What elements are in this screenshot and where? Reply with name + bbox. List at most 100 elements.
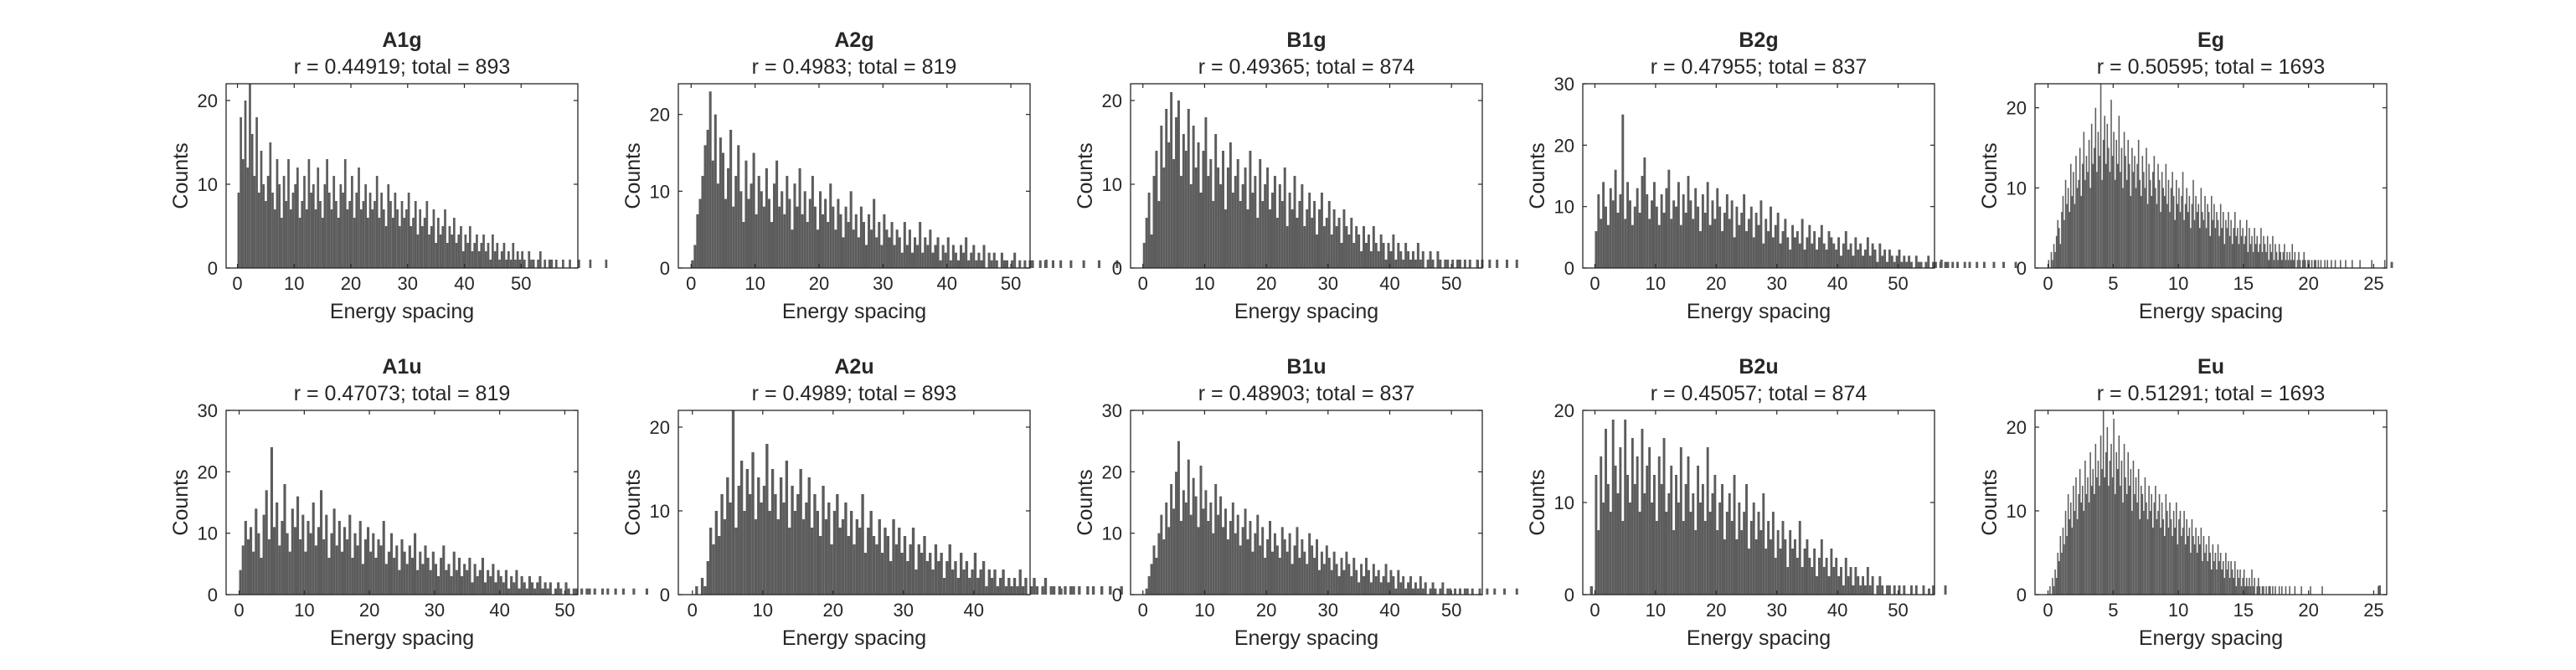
histogram-bar [956,260,960,268]
axes-frame [677,410,1031,595]
x-tick-label: 50 [1441,600,1461,621]
histogram-bar [1269,521,1271,595]
histogram-bar [451,234,453,268]
x-axis-label: Energy spacing [1234,300,1378,323]
histogram-bar [307,159,311,268]
histogram-bar [954,252,957,268]
histogram-bar [1801,219,1804,268]
histogram-bar [2094,444,2097,595]
histogram-bar [537,260,539,268]
histogram-bar [550,260,554,268]
histogram-bar [505,260,507,268]
histogram-bar [2258,578,2259,595]
histogram-bar [2176,502,2177,595]
histogram-bar [452,218,456,268]
histogram-bar [2110,100,2112,268]
histogram-bar [941,245,945,268]
y-tick-label: 20 [198,461,218,482]
histogram-bar [1325,218,1328,268]
histogram-bar [720,494,724,595]
histogram-bar [1881,255,1884,268]
histogram-bar [2079,469,2081,595]
histogram-bar [2097,131,2099,268]
histogram-bar [340,551,343,595]
histogram-bar [2254,228,2255,268]
histogram-bar [1278,558,1281,595]
histogram-bar [1217,168,1220,268]
histogram-bar [754,519,758,595]
histogram-bar [2158,179,2161,268]
histogram-bar [2212,219,2214,268]
histogram-bar [779,477,783,595]
histogram-bar [2113,131,2115,268]
histogram-bar [2237,570,2239,595]
histogram-bar [1844,231,1847,268]
histogram-bar [1898,585,1901,595]
histogram-bar [466,570,469,595]
histogram-bar [323,184,327,268]
histogram-bar [1614,466,1617,595]
histogram-bar [2096,477,2098,595]
histogram-bar [2066,536,2068,595]
histogram-bar [2259,244,2261,268]
histogram-bar [2294,586,2296,595]
histogram-bar [1811,243,1814,268]
histogram-bar [824,519,828,595]
histogram-bar [890,222,894,268]
histogram-bar [2161,172,2163,268]
histogram-bar [2273,260,2275,268]
histogram-bar [1653,182,1656,268]
histogram-bar [2321,586,2323,595]
histogram-bar [2259,586,2261,595]
histogram-bar [484,251,487,268]
histogram-bar [1347,564,1351,595]
histogram-bar [2228,212,2229,268]
histogram-bar [528,251,531,268]
histogram-bar [2069,212,2070,268]
histogram-bar [1308,533,1311,595]
histogram-bar [1256,514,1260,595]
histogram-bar [793,511,797,595]
histogram-bar [2067,188,2069,268]
histogram-bar [1515,260,1518,268]
histogram-bar [1179,176,1182,268]
histogram-bar [1043,260,1047,268]
histogram-bar [905,245,909,268]
histogram-bar [1893,585,1896,595]
histogram-bar [2246,578,2248,595]
histogram-bar [1703,521,1707,595]
histogram-bar [844,502,848,595]
histogram-bar [1605,206,1607,268]
histogram-bar [1197,527,1200,595]
histogram-bar [1293,545,1296,595]
histogram-bar [1456,260,1459,268]
histogram-bar [298,218,301,268]
y-tick-label: 10 [198,174,218,195]
y-tick-label: 20 [198,90,218,111]
histogram-bar [1687,176,1690,268]
histogram-bar [2225,219,2227,268]
histogram-bar [838,528,842,595]
histogram-bar [1600,456,1603,595]
histogram-bar [916,245,920,268]
histogram-bar [291,193,295,268]
histogram-bar [276,159,279,268]
histogram-bar [923,536,926,595]
histogram-bar [880,553,884,595]
histogram-bar [911,528,915,595]
y-tick-label: 0 [1564,258,1574,279]
subplot-subtitle: r = 0.50595; total = 1693 [2097,55,2325,79]
histogram-bar [2272,235,2274,268]
histogram-bar [1910,261,1913,268]
histogram-bar [1963,261,1966,268]
histogram-bar [330,533,333,595]
histogram-bar [2048,260,2050,268]
histogram-bar [1350,218,1353,268]
histogram-bar [819,191,822,268]
histogram-bar [364,184,367,268]
histogram-bar [1754,539,1758,595]
histogram-bar [2131,511,2133,595]
histogram-bar [2209,553,2211,595]
y-tick-label: 20 [650,417,670,438]
